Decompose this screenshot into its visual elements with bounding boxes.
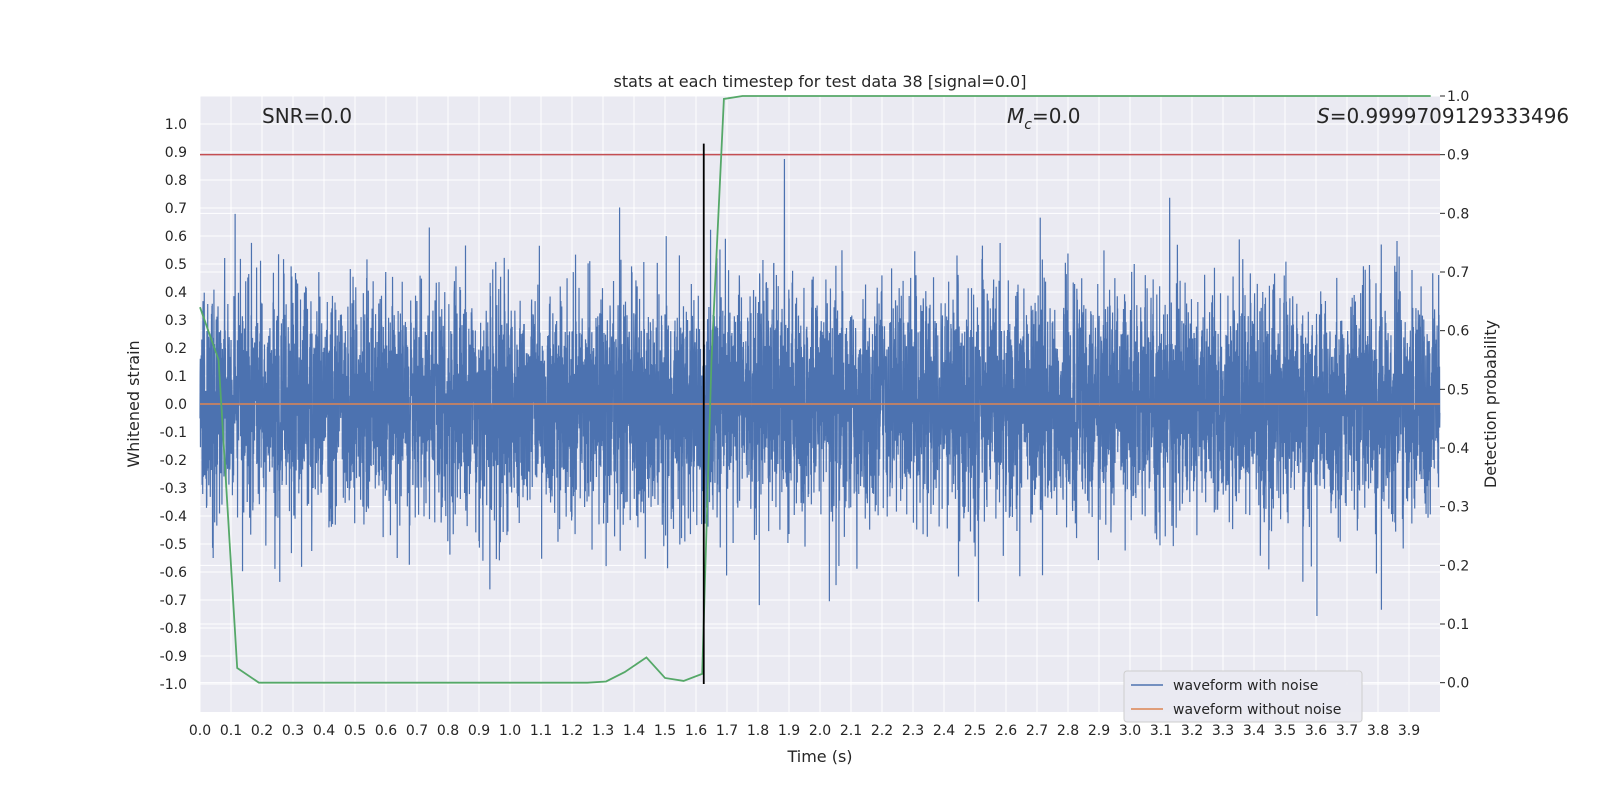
y-tick-label: -0.9 <box>160 649 187 665</box>
x-tick-label: 2.2 <box>871 723 893 739</box>
y2-tick-label: 0.6 <box>1447 324 1469 340</box>
x-tick-label: 2.1 <box>840 723 862 739</box>
y-tick-label: -0.2 <box>160 453 187 469</box>
x-tick-label: 1.1 <box>530 723 552 739</box>
x-tick-label: 3.5 <box>1274 723 1296 739</box>
y2-tick-label: 0.2 <box>1447 558 1469 574</box>
x-tick-label: 3.1 <box>1150 723 1172 739</box>
x-tick-label: 3.7 <box>1336 723 1358 739</box>
legend-box <box>1123 670 1363 723</box>
legend-entry-clean: waveform without noise <box>1173 702 1341 718</box>
y-tick-label: -0.5 <box>160 537 187 553</box>
x-tick-label: 2.9 <box>1088 723 1110 739</box>
x-axis-label: Time (s) <box>786 747 852 766</box>
x-tick-label: 3.4 <box>1243 723 1265 739</box>
chirp-mass-annotation: Mc=0.0 <box>1007 104 1081 133</box>
x-tick-label: 0.3 <box>282 723 304 739</box>
x-tick-label: 0.0 <box>189 723 211 739</box>
y-tick-label: -0.6 <box>160 565 187 581</box>
y2-tick-label: 0.3 <box>1447 500 1469 516</box>
y-tick-label: -0.8 <box>160 621 187 637</box>
y-tick-label: -0.7 <box>160 593 187 609</box>
x-tick-label: 0.6 <box>375 723 397 739</box>
x-tick-label: 1.4 <box>623 723 645 739</box>
y2-tick-label: 0.9 <box>1447 148 1469 164</box>
y2-tick-label: 0.5 <box>1447 382 1469 398</box>
x-tick-label: 2.4 <box>933 723 955 739</box>
score-annotation: S=0.9999709129333496 <box>1317 104 1569 128</box>
waveform-with-noise-line <box>199 159 1441 617</box>
y-axis-label: Whitened strain <box>124 340 143 467</box>
y-tick-label: 1.0 <box>165 117 187 133</box>
y-tick-label: 0.7 <box>165 201 187 217</box>
x-tick-label: 3.9 <box>1398 723 1420 739</box>
score-value: =0.9999709129333496 <box>1330 104 1569 128</box>
x-tick-label: 1.5 <box>654 723 676 739</box>
x-tick-label: 3.6 <box>1305 723 1327 739</box>
chart-title: stats at each timestep for test data 38 … <box>614 72 1027 91</box>
x-tick-label: 2.5 <box>964 723 986 739</box>
y-tick-label: 0.9 <box>165 145 187 161</box>
chirp-mass-value: =0.0 <box>1032 104 1081 128</box>
legend-entry-noise: waveform with noise <box>1173 678 1318 694</box>
x-tick-label: 1.8 <box>747 723 769 739</box>
y-tick-label: 0.1 <box>165 369 187 385</box>
y-tick-label: 0.6 <box>165 229 187 245</box>
x-tick-label: 1.9 <box>778 723 800 739</box>
x-tick-label: 1.3 <box>592 723 614 739</box>
x-tick-label: 1.2 <box>561 723 583 739</box>
y-tick-label: 0.0 <box>165 397 187 413</box>
legend: waveform with noise waveform without noi… <box>1123 670 1363 723</box>
y-tick-label: -1.0 <box>160 677 187 693</box>
x-tick-label: 2.8 <box>1057 723 1079 739</box>
x-tick-label: 0.9 <box>468 723 490 739</box>
x-tick-label: 0.1 <box>220 723 242 739</box>
y2-tick-label: 0.7 <box>1447 265 1469 281</box>
chirp-mass-symbol: M <box>1007 104 1024 128</box>
y-tick-label: 0.3 <box>165 313 187 329</box>
y2-tick-label: 0.4 <box>1447 441 1469 457</box>
y2-tick-label: 0.0 <box>1447 676 1469 692</box>
y2-tick-label: 1.0 <box>1447 89 1469 105</box>
y2-axis-label: Detection probability <box>1481 320 1500 488</box>
x-tick-label: 2.7 <box>1026 723 1048 739</box>
x-tick-label: 3.0 <box>1119 723 1141 739</box>
y-tick-label: 0.8 <box>165 173 187 189</box>
y-tick-label: 0.2 <box>165 341 187 357</box>
x-tick-label: 1.6 <box>685 723 707 739</box>
x-tick-label: 2.3 <box>902 723 924 739</box>
detection-probability-line <box>199 95 1431 684</box>
series-layer <box>199 95 1441 684</box>
x-tick-label: 0.2 <box>251 723 273 739</box>
y2-tick-label: 0.8 <box>1447 206 1469 222</box>
x-tick-label: 3.2 <box>1181 723 1203 739</box>
y-tick-label: 0.4 <box>165 285 187 301</box>
x-tick-label: 0.5 <box>344 723 366 739</box>
x-tick-label: 0.7 <box>406 723 428 739</box>
x-tick-label: 0.8 <box>437 723 459 739</box>
y-tick-label: 0.5 <box>165 257 187 273</box>
y-tick-label: -0.3 <box>160 481 187 497</box>
ticks-layer: 0.0 0.1 0.2 0.3 0.4 0.5 0.6 0.7 0.8 0.9 1.0 1.1 1.2 1… <box>160 89 1470 739</box>
score-symbol: S <box>1317 104 1330 128</box>
y-tick-label: -0.1 <box>160 425 187 441</box>
y2-tick-label: 0.1 <box>1447 617 1469 633</box>
x-tick-label: 2.0 <box>809 723 831 739</box>
x-tick-label: 0.4 <box>313 723 335 739</box>
y-tick-label: -0.4 <box>160 509 187 525</box>
chirp-mass-subscript: c <box>1024 117 1032 133</box>
snr-annotation: SNR=0.0 <box>262 104 352 128</box>
x-tick-label: 3.3 <box>1212 723 1234 739</box>
x-tick-label: 1.7 <box>716 723 738 739</box>
x-tick-label: 3.8 <box>1367 723 1389 739</box>
x-tick-label: 1.0 <box>499 723 521 739</box>
x-tick-label: 2.6 <box>995 723 1017 739</box>
